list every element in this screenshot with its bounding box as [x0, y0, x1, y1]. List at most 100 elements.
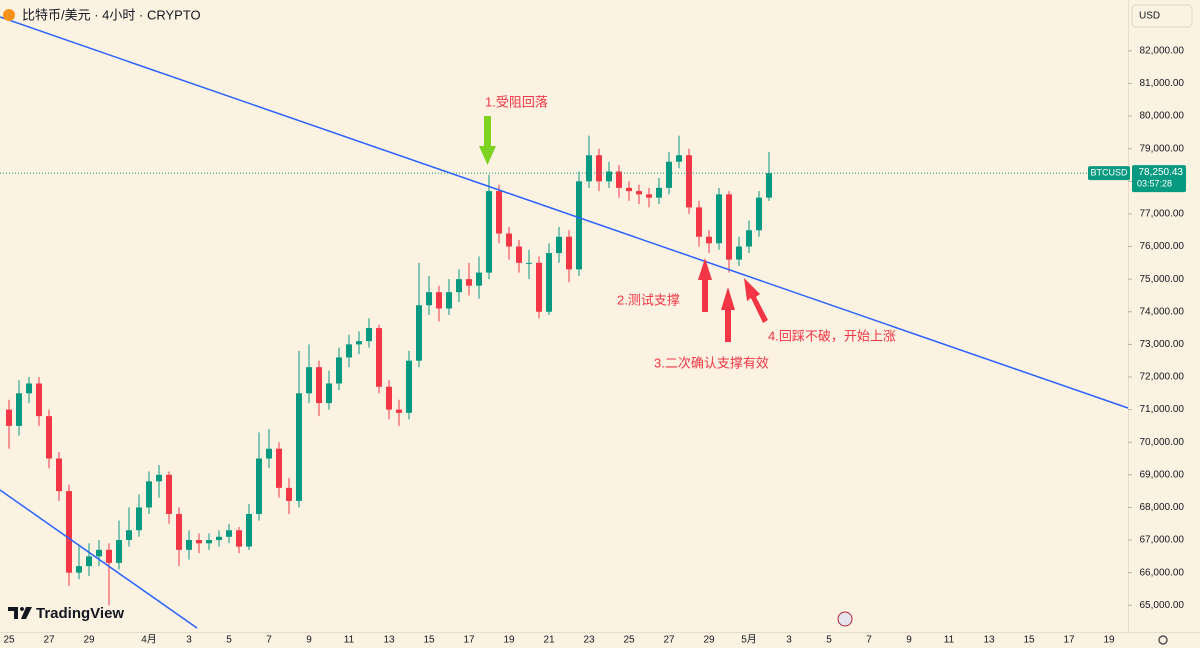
y-tick-label: 79,000.00	[1140, 143, 1185, 154]
candle	[426, 275, 432, 316]
candle-body	[426, 292, 432, 306]
x-tick-label: 5月	[741, 634, 757, 646]
candle-body	[276, 448, 282, 488]
candle-body	[446, 292, 452, 309]
candle	[496, 184, 502, 244]
x-tick-label: 19	[503, 635, 515, 646]
candle	[516, 240, 522, 273]
candle	[746, 220, 752, 254]
candle	[446, 279, 452, 316]
candle	[286, 478, 292, 514]
coin-icon	[3, 9, 15, 21]
x-tick-label: 29	[703, 635, 715, 646]
candle	[736, 236, 742, 267]
x-tick-label: 19	[1103, 635, 1115, 646]
candle	[96, 540, 102, 567]
candle-body	[606, 171, 612, 182]
candle	[296, 350, 302, 508]
candle	[506, 226, 512, 260]
candle-body	[496, 191, 502, 234]
x-tick-label: 4月	[141, 634, 157, 646]
x-tick-label: 15	[423, 635, 435, 646]
candle	[536, 256, 542, 319]
candle-body	[246, 513, 252, 547]
candle	[726, 191, 732, 273]
x-tick-label: 23	[583, 635, 595, 646]
candle	[696, 200, 702, 247]
candle-body	[126, 530, 132, 541]
price-tag	[1132, 165, 1186, 193]
candle-body	[226, 530, 232, 537]
candle	[76, 546, 82, 580]
candle	[466, 262, 472, 296]
x-tick-label: 17	[1063, 635, 1075, 646]
candle-body	[596, 155, 602, 182]
candle-body	[116, 540, 122, 563]
candle	[156, 465, 162, 498]
candle	[456, 269, 462, 302]
candle-body	[386, 386, 392, 410]
candle	[276, 442, 282, 498]
y-tick-label: 81,000.00	[1140, 78, 1185, 89]
candle	[166, 471, 172, 524]
trend-line	[0, 489, 198, 629]
candle	[606, 161, 612, 188]
candle-body	[746, 230, 752, 247]
candle-body	[686, 155, 692, 208]
candle	[246, 504, 252, 550]
candle	[266, 429, 272, 469]
annotation: 4.回踩不破，开始上涨	[768, 328, 896, 343]
candle-body	[216, 536, 222, 541]
x-tick-label: 5	[226, 635, 232, 646]
candle-body	[336, 357, 342, 384]
candle-body	[756, 197, 762, 231]
symbol-tag	[1088, 166, 1130, 181]
candle-body	[356, 341, 362, 345]
y-tick-label: 80,000.00	[1140, 111, 1185, 122]
x-tick-label: 5	[826, 635, 832, 646]
candle	[66, 484, 72, 586]
candle	[46, 409, 52, 469]
candle	[356, 331, 362, 355]
x-tick-label: 7	[866, 635, 872, 646]
candle	[206, 533, 212, 550]
y-tick-label: 72,000.00	[1140, 372, 1185, 383]
x-tick-label: 29	[83, 635, 95, 646]
arrow	[479, 116, 496, 165]
candle	[116, 520, 122, 570]
candle-body	[46, 416, 52, 459]
candle	[256, 432, 262, 521]
candle	[6, 399, 12, 449]
candle-body	[196, 540, 202, 544]
candle	[146, 471, 152, 514]
currency[interactable]: USD	[1139, 11, 1160, 22]
candle	[126, 507, 132, 547]
x-tick-label: 9	[306, 635, 312, 646]
candle-body	[546, 253, 552, 312]
candle-body	[156, 474, 162, 482]
event-flag[interactable]	[837, 611, 853, 627]
symbol-label: BTCUSD	[1090, 168, 1128, 178]
chart-title: 比特币/美元 · 4小时 · CRYPTO	[22, 7, 201, 22]
currency-button[interactable]	[1131, 4, 1193, 28]
candle	[686, 148, 692, 214]
y-tick-label: 66,000.00	[1140, 567, 1185, 578]
candle-body	[526, 262, 532, 264]
x-tick-label: 11	[344, 635, 355, 646]
brand: TradingView	[36, 605, 124, 622]
candle-body	[136, 507, 142, 531]
x-tick-label: 25	[623, 635, 635, 646]
candle-body	[736, 246, 742, 260]
y-tick-label: 65,000.00	[1140, 600, 1185, 611]
candle	[16, 380, 22, 436]
candle-body	[656, 187, 662, 198]
settings-icon[interactable]	[1158, 635, 1168, 645]
candle	[346, 334, 352, 368]
candle-body	[266, 448, 272, 459]
candle	[366, 318, 372, 348]
x-tick-label: 9	[906, 635, 912, 646]
candle-body	[256, 458, 262, 514]
candle	[526, 249, 532, 280]
candle-body	[66, 491, 72, 573]
